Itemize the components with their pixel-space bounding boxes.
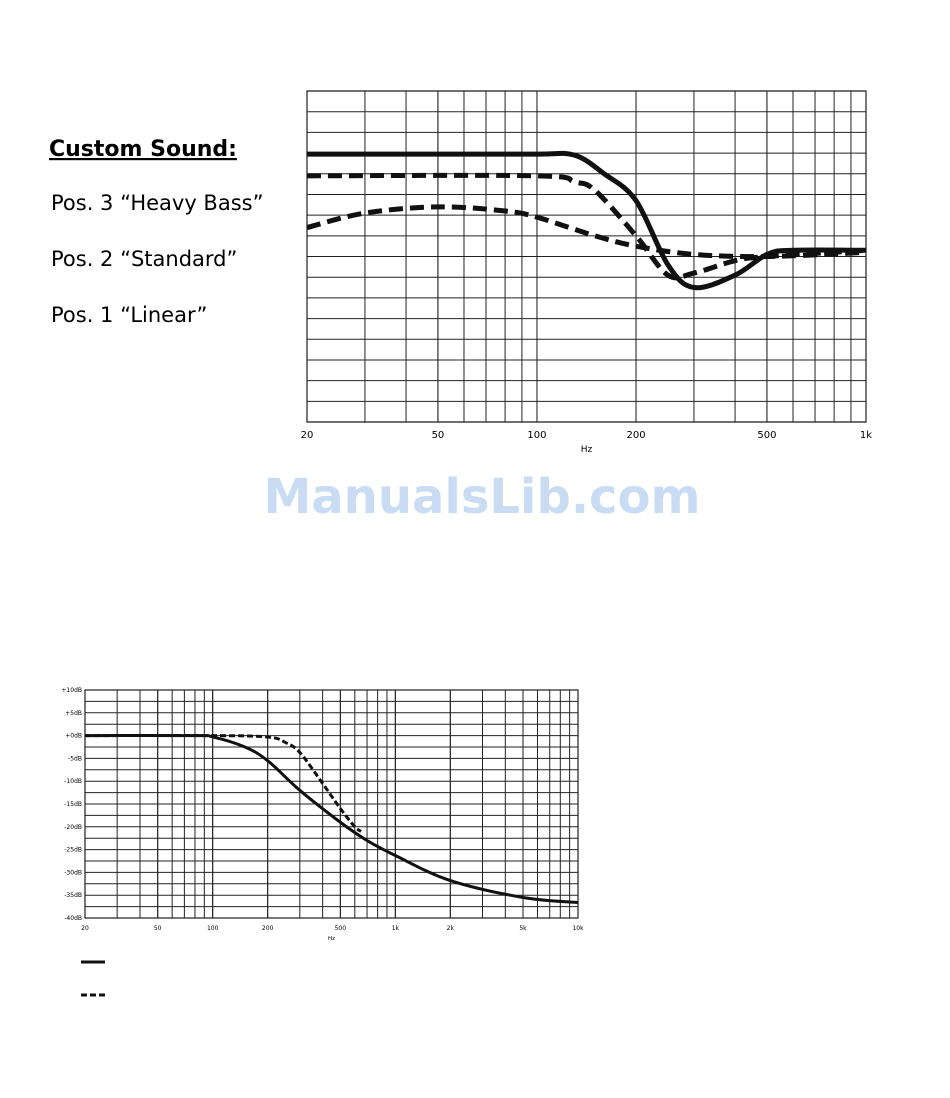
x-tick-label: 500 bbox=[757, 430, 776, 441]
x-tick-label: 10k bbox=[572, 925, 584, 932]
x-tick-label: 100 bbox=[527, 430, 546, 441]
watermark: ManualsLib.com bbox=[264, 469, 701, 525]
y-tick-label: +0dB bbox=[65, 733, 82, 740]
y-tick-label: -15dB bbox=[64, 801, 82, 808]
series-line bbox=[306, 204, 867, 260]
x-axis-label: Hz bbox=[328, 936, 335, 942]
legend-title: Custom Sound: bbox=[49, 137, 237, 162]
series-line bbox=[306, 172, 867, 281]
x-tick-label: 50 bbox=[154, 925, 162, 932]
y-tick-label: -20dB bbox=[64, 824, 82, 831]
x-tick-label: 5k bbox=[519, 925, 527, 932]
y-tick-label: -40dB bbox=[64, 915, 82, 922]
x-tick-label: 1k bbox=[860, 430, 872, 441]
x-tick-label: 200 bbox=[262, 925, 274, 932]
y-tick-label: -10dB bbox=[64, 778, 82, 785]
legend-entry: Pos. 2 “Standard” bbox=[51, 247, 237, 271]
series-line bbox=[84, 733, 579, 904]
x-tick-label: 500 bbox=[335, 925, 347, 932]
y-tick-label: +10dB bbox=[61, 687, 82, 694]
y-tick-label: -35dB bbox=[64, 892, 82, 899]
x-tick-label: 20 bbox=[81, 925, 89, 932]
y-tick-label: -5dB bbox=[68, 755, 82, 762]
x-axis-label: Hz bbox=[581, 445, 593, 455]
series-line bbox=[84, 733, 363, 833]
x-tick-label: 50 bbox=[432, 430, 445, 441]
x-tick-label: 1k bbox=[392, 925, 400, 932]
x-tick-label: 200 bbox=[626, 430, 645, 441]
x-tick-label: 100 bbox=[207, 925, 219, 932]
legend-entry: Pos. 1 “Linear” bbox=[51, 303, 207, 327]
y-tick-label: -30dB bbox=[64, 869, 82, 876]
y-tick-label: -25dB bbox=[64, 847, 82, 854]
legend-entry: Pos. 3 “Heavy Bass” bbox=[51, 191, 263, 215]
x-tick-label: 2k bbox=[447, 925, 455, 932]
y-tick-label: +5dB bbox=[65, 710, 82, 717]
x-tick-label: 20 bbox=[301, 430, 314, 441]
